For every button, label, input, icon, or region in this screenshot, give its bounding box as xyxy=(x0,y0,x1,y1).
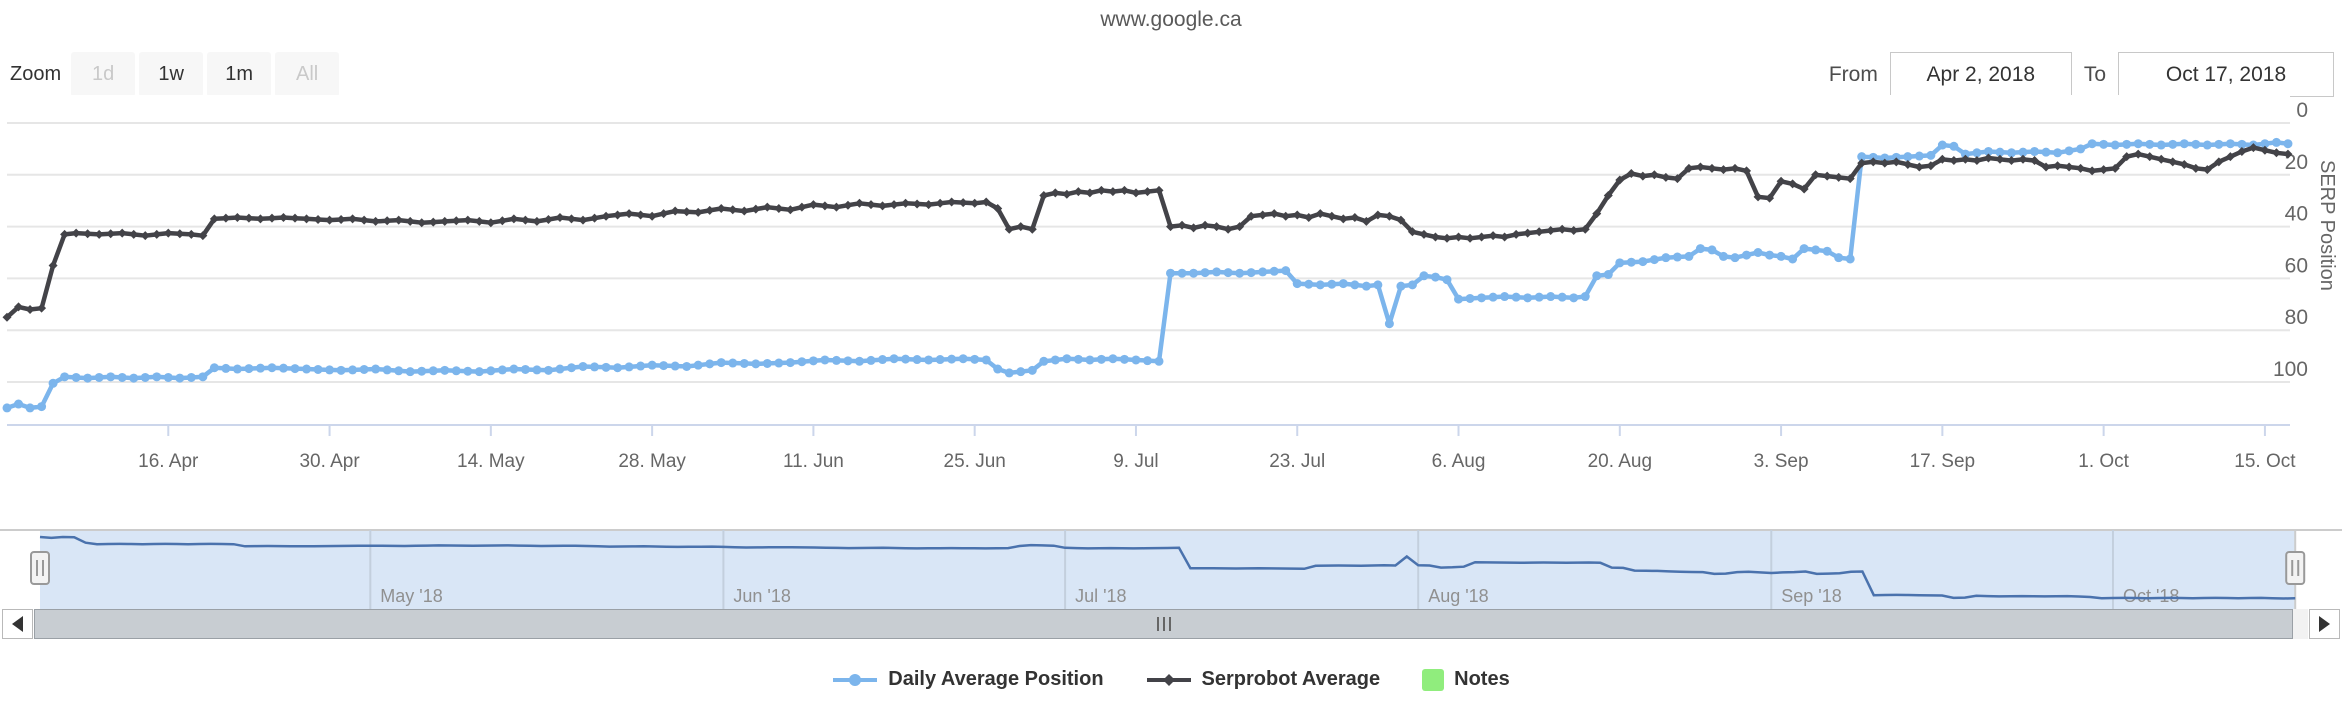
y-axis-title: SERP Position xyxy=(2316,160,2338,291)
zoom-label: Zoom xyxy=(10,63,62,85)
x-tick-label: 6. Aug xyxy=(1432,451,1486,472)
x-tick-label: 25. Jun xyxy=(944,451,1006,472)
scrollbar-grip-icon xyxy=(1156,617,1171,631)
legend-item-daily-average[interactable]: Daily Average Position xyxy=(832,668,1104,691)
y-tick-label: 40 xyxy=(2285,203,2308,226)
x-tick-label: 15. Oct xyxy=(2234,451,2296,472)
scrollbar-left-arrow-icon[interactable] xyxy=(2,609,33,639)
zoom-controls: Zoom 1d 1w 1m All xyxy=(10,52,343,97)
to-date-input[interactable] xyxy=(2118,52,2334,97)
x-tick-label: 9. Jul xyxy=(1113,451,1158,472)
y-tick-label: 20 xyxy=(2285,151,2308,174)
scrollbar-track[interactable] xyxy=(34,609,2308,639)
scrollbar-right-arrow-icon[interactable] xyxy=(2309,609,2340,639)
notes-swatch-icon xyxy=(1422,668,1445,691)
navigator-month-label: Jul '18 xyxy=(1075,586,1126,606)
legend-item-notes[interactable]: Notes xyxy=(1422,668,1510,691)
zoom-button-1d[interactable]: 1d xyxy=(71,52,136,97)
zoom-button-1m[interactable]: 1m xyxy=(207,52,272,97)
x-tick-label: 20. Aug xyxy=(1588,451,1652,472)
x-tick-label: 3. Sep xyxy=(1754,451,1809,472)
zoom-button-all[interactable]: All xyxy=(275,52,340,97)
x-tick-label: 11. Jun xyxy=(783,451,844,472)
scrollbar-thumb[interactable] xyxy=(34,609,2293,639)
scrollbar xyxy=(0,609,2342,639)
legend-label: Daily Average Position xyxy=(888,668,1104,690)
series-serprobot-average[interactable] xyxy=(2,143,2293,322)
x-tick-label: 14. May xyxy=(457,451,525,472)
from-label: From xyxy=(1828,62,1878,86)
legend-item-serprobot-average[interactable]: Serprobot Average xyxy=(1146,668,1381,691)
y-tick-label: 80 xyxy=(2285,306,2308,329)
legend-label: Serprobot Average xyxy=(1201,668,1381,690)
to-label: To xyxy=(2083,62,2106,86)
navigator-series-line xyxy=(39,535,2296,600)
legend-label: Notes xyxy=(1454,668,1510,690)
navigator-area[interactable] xyxy=(40,530,2296,612)
line-diamond-marker-icon xyxy=(1146,673,1191,686)
x-tick-label: 23. Jul xyxy=(1269,451,1325,472)
navigator-month-label: May '18 xyxy=(380,586,442,606)
y-tick-label: 0 xyxy=(2296,99,2308,122)
line-circle-marker-icon xyxy=(833,673,878,686)
x-tick-label: 16. Apr xyxy=(138,451,199,472)
navigator-month-label: Jun '18 xyxy=(733,586,790,606)
series-daily-average[interactable] xyxy=(2,137,2293,413)
navigator-month-label: Oct '18 xyxy=(2123,586,2179,606)
navigator-month-label: Aug '18 xyxy=(1428,586,1489,606)
x-tick-label: 28. May xyxy=(618,451,686,472)
navigator-left-handle[interactable] xyxy=(30,551,50,585)
legend: Daily Average Position Serprobot Average… xyxy=(0,668,2342,691)
chart-title: www.google.ca xyxy=(1100,8,1242,31)
navigator-month-label: Sep '18 xyxy=(1781,586,1842,606)
x-tick-label: 1. Oct xyxy=(2078,451,2129,472)
x-tick-label: 17. Sep xyxy=(1910,451,1976,472)
y-tick-label: 60 xyxy=(2285,254,2308,277)
x-tick-label: 30. Apr xyxy=(299,451,360,472)
zoom-button-1w[interactable]: 1w xyxy=(139,52,204,97)
y-tick-label: 100 xyxy=(2273,358,2308,381)
date-range-controls: From To xyxy=(1817,52,2334,97)
navigator-right-handle[interactable] xyxy=(2285,551,2306,585)
